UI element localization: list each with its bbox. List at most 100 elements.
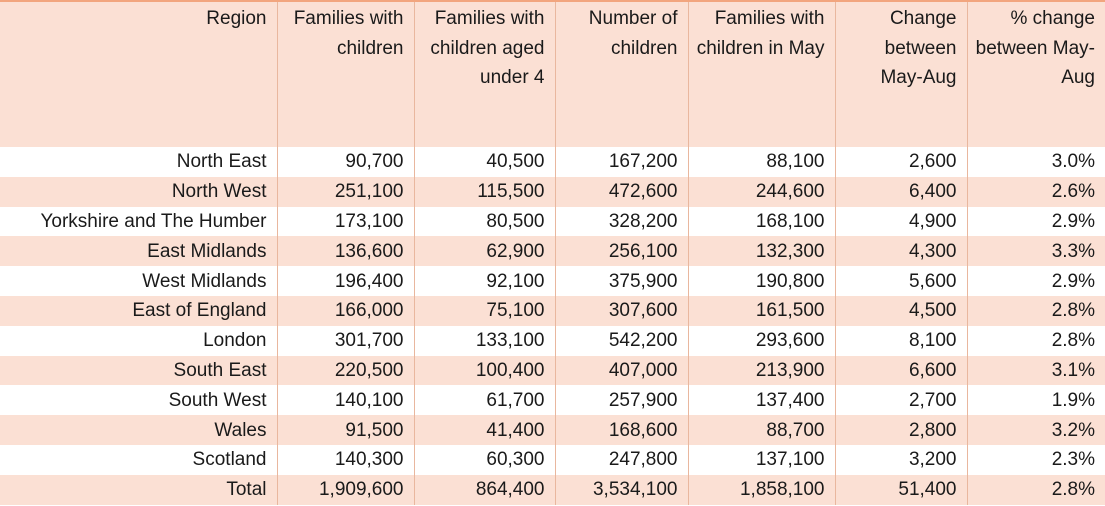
families-cell: 301,700 (276, 325, 414, 356)
under4-cell: 92,100 (413, 266, 555, 296)
pct-change-cell: 3.3% (966, 236, 1105, 267)
table-row: South East 220,500 100,400 407,000 213,900 6,… (0, 355, 1105, 386)
header-region: Region (0, 0, 277, 147)
region-cell: East of England (0, 295, 277, 326)
under4-cell: 133,100 (413, 325, 555, 356)
may-cell: 88,700 (687, 415, 835, 445)
header-families-in-may: Families with children in May (687, 0, 835, 147)
pct-change-cell: 3.1% (966, 355, 1105, 386)
children-cell: 257,900 (554, 385, 688, 416)
children-cell: 407,000 (554, 355, 688, 386)
may-cell: 137,100 (687, 444, 835, 475)
region-cell: North West (0, 176, 277, 207)
change-cell: 4,500 (834, 295, 967, 326)
under4-cell: 864,400 (413, 474, 555, 505)
families-cell: 173,100 (276, 206, 414, 237)
pct-change-cell: 2.9% (966, 266, 1105, 296)
pct-change-cell: 2.8% (966, 325, 1105, 356)
region-cell: South West (0, 385, 277, 416)
table-row: West Midlands 196,400 92,100 375,900 190,800… (0, 266, 1105, 296)
may-cell: 190,800 (687, 266, 835, 296)
children-cell: 167,200 (554, 147, 688, 177)
change-cell: 5,600 (834, 266, 967, 296)
change-cell: 4,300 (834, 236, 967, 267)
table-row: North West 251,100 115,500 472,600 244,600 6,… (0, 176, 1105, 207)
pct-change-cell: 1.9% (966, 385, 1105, 416)
table-row: North East 90,700 40,500 167,200 88,100 2,600… (0, 147, 1105, 177)
under4-cell: 61,700 (413, 385, 555, 416)
under4-cell: 40,500 (413, 147, 555, 177)
families-cell: 1,909,600 (276, 474, 414, 505)
total-row: Total 1,909,600 864,400 3,534,100 1,858,100 5… (0, 474, 1105, 505)
under4-cell: 41,400 (413, 415, 555, 445)
under4-cell: 115,500 (413, 176, 555, 207)
table-row: East of England 166,000 75,100 307,600 161,5… (0, 295, 1105, 326)
region-cell: Total (0, 474, 277, 505)
change-cell: 6,600 (834, 355, 967, 386)
pct-change-cell: 2.8% (966, 474, 1105, 505)
families-cell: 220,500 (276, 355, 414, 386)
families-cell: 140,300 (276, 444, 414, 475)
table-body: North East 90,700 40,500 167,200 88,100 2,600… (0, 147, 1105, 505)
pct-change-cell: 2.6% (966, 176, 1105, 207)
may-cell: 161,500 (687, 295, 835, 326)
pct-change-cell: 3.2% (966, 415, 1105, 445)
table-row: East Midlands 136,600 62,900 256,100 132,300… (0, 236, 1105, 267)
may-cell: 137,400 (687, 385, 835, 416)
under4-cell: 80,500 (413, 206, 555, 237)
change-cell: 51,400 (834, 474, 967, 505)
pct-change-cell: 2.3% (966, 444, 1105, 475)
region-cell: East Midlands (0, 236, 277, 267)
change-cell: 8,100 (834, 325, 967, 356)
pct-change-cell: 3.0% (966, 147, 1105, 177)
families-cell: 166,000 (276, 295, 414, 326)
header-families-under-4: Families with children aged under 4 (413, 0, 555, 147)
region-cell: Yorkshire and The Humber (0, 206, 277, 237)
pct-change-cell: 2.8% (966, 295, 1105, 326)
children-cell: 256,100 (554, 236, 688, 267)
families-cell: 140,100 (276, 385, 414, 416)
may-cell: 293,600 (687, 325, 835, 356)
children-cell: 3,534,100 (554, 474, 688, 505)
under4-cell: 60,300 (413, 444, 555, 475)
header-row: Region Families with children Families w… (0, 0, 1105, 147)
children-cell: 168,600 (554, 415, 688, 445)
may-cell: 1,858,100 (687, 474, 835, 505)
change-cell: 6,400 (834, 176, 967, 207)
under4-cell: 62,900 (413, 236, 555, 267)
families-cell: 251,100 (276, 176, 414, 207)
change-cell: 3,200 (834, 444, 967, 475)
may-cell: 244,600 (687, 176, 835, 207)
under4-cell: 100,400 (413, 355, 555, 386)
families-cell: 90,700 (276, 147, 414, 177)
header-number-of-children: Number of children (554, 0, 688, 147)
may-cell: 213,900 (687, 355, 835, 386)
table-row: Yorkshire and The Humber 173,100 80,500 328… (0, 206, 1105, 237)
may-cell: 132,300 (687, 236, 835, 267)
change-cell: 2,700 (834, 385, 967, 416)
region-cell: North East (0, 147, 277, 177)
region-cell: London (0, 325, 277, 356)
children-cell: 472,600 (554, 176, 688, 207)
families-cell: 91,500 (276, 415, 414, 445)
region-cell: West Midlands (0, 266, 277, 296)
families-cell: 136,600 (276, 236, 414, 267)
children-cell: 307,600 (554, 295, 688, 326)
may-cell: 168,100 (687, 206, 835, 237)
children-cell: 328,200 (554, 206, 688, 237)
children-cell: 375,900 (554, 266, 688, 296)
table-row: Scotland 140,300 60,300 247,800 137,100 3,200… (0, 444, 1105, 475)
under4-cell: 75,100 (413, 295, 555, 326)
change-cell: 2,600 (834, 147, 967, 177)
change-cell: 2,800 (834, 415, 967, 445)
region-cell: Wales (0, 415, 277, 445)
header-change: Change between May-Aug (834, 0, 967, 147)
may-cell: 88,100 (687, 147, 835, 177)
table-header: Region Families with children Families w… (0, 0, 1105, 147)
children-cell: 542,200 (554, 325, 688, 356)
table-row: Wales 91,500 41,400 168,600 88,700 2,800 3.2% (0, 415, 1105, 445)
children-cell: 247,800 (554, 444, 688, 475)
table-row: London 301,700 133,100 542,200 293,600 8,100 2… (0, 325, 1105, 356)
header-families-with-children: Families with children (276, 0, 414, 147)
